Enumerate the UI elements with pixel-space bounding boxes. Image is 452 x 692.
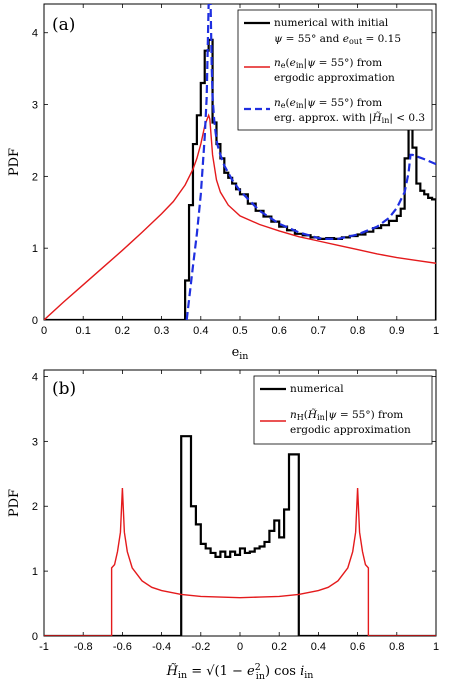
x-axis-label-b: H̃in = √(1 − e2 in) cos iin xyxy=(166,662,314,682)
series-a-2 xyxy=(185,4,436,320)
panel-label-a: (a) xyxy=(52,15,75,35)
legend-entry-ergodic-b-line2: ergodic approximation xyxy=(290,424,411,436)
x-tick-label-b-2: -0.6 xyxy=(113,641,132,653)
x-tick-label-b-0: -1 xyxy=(39,641,49,653)
x-tick-label-a-2: 0.2 xyxy=(115,325,130,337)
x-tick-label-b-3: -0.4 xyxy=(152,641,171,653)
x-tick-label-b-7: 0.4 xyxy=(311,641,326,653)
legend-entry-numerical-line2: ψ = 55° and eout = 0.15 xyxy=(274,33,401,46)
legend-box-a xyxy=(237,9,433,131)
legend-entry-ergodic-line1: ne(ein|ψ = 55°) from xyxy=(274,57,382,70)
y-tick-label-a-1: 1 xyxy=(32,243,38,255)
y-tick-label-a-2: 2 xyxy=(32,171,38,183)
series-a-1 xyxy=(44,113,436,320)
legend-b: numerical nH(H̃in|ψ = 55°) from ergodic … xyxy=(253,375,433,445)
panel-b: -1 -0.8 -0.6 -0.4 -0.2 0 0.2 0.4 0.6 0.8 1 0 1 2 3 4 (b… xyxy=(7,369,439,682)
panel-label-b: (b) xyxy=(52,379,76,399)
y-tick-label-a-0: 0 xyxy=(32,315,38,327)
x-tick-label-a-7: 0.7 xyxy=(311,325,326,337)
x-tick-label-a-6: 0.6 xyxy=(272,325,287,337)
legend-a: numerical with initial ψ = 55° and eout … xyxy=(237,9,433,131)
y-tick-label-b-2: 2 xyxy=(32,501,38,513)
series-b-0 xyxy=(44,435,436,636)
legend-entry-numerical-b: numerical xyxy=(290,383,344,395)
x-tick-label-b-4: -0.2 xyxy=(191,641,210,653)
y-axis-label-b: PDF xyxy=(7,489,22,517)
legend-entry-numerical-line1: numerical with initial xyxy=(274,17,389,29)
x-tick-label-b-5: 0 xyxy=(237,641,243,653)
x-tick-label-a-1: 0.1 xyxy=(76,325,91,337)
y-axis-label-a: PDF xyxy=(7,148,22,176)
x-tick-label-a-8: 0.8 xyxy=(350,325,365,337)
y-tick-label-a-4: 4 xyxy=(32,28,38,40)
x-tick-label-b-9: 0.8 xyxy=(389,641,404,653)
legend-entry-ergodic-b-line1: nH(H̃in|ψ = 55°) from xyxy=(290,408,403,422)
x-tick-label-b-1: -0.8 xyxy=(74,641,93,653)
panel-a: 0 0.1 0.2 0.3 0.4 0.5 0.6 0.7 0.8 0.9 1 0 1 2 3 4 (a) P… xyxy=(7,3,439,362)
x-tick-label-b-10: 1 xyxy=(433,641,439,653)
x-tick-label-a-9: 0.9 xyxy=(389,325,404,337)
series-b-1 xyxy=(44,488,436,636)
x-tick-label-b-6: 0.2 xyxy=(272,641,287,653)
legend-entry-restricted-line2: erg. approx. with |H̃in| < 0.3 xyxy=(274,111,425,125)
legend-entry-ergodic-line2: ergodic approximation xyxy=(274,72,395,84)
legend-entry-restricted-line1: ne(ein|ψ = 55°) from xyxy=(274,97,382,110)
x-tick-label-a-10: 1 xyxy=(433,325,439,337)
y-tick-label-b-1: 1 xyxy=(32,566,38,578)
y-tick-label-b-0: 0 xyxy=(32,631,38,643)
x-tick-label-a-0: 0 xyxy=(41,325,47,337)
y-tick-label-a-3: 3 xyxy=(32,100,38,112)
x-tick-label-a-5: 0.5 xyxy=(232,325,247,337)
x-tick-label-a-3: 0.3 xyxy=(154,325,169,337)
y-tick-label-b-3: 3 xyxy=(32,436,38,448)
y-tick-label-b-4: 4 xyxy=(32,371,38,383)
legend-box-b xyxy=(253,375,433,445)
x-tick-label-b-8: 0.6 xyxy=(350,641,365,653)
x-tick-label-a-4: 0.4 xyxy=(193,325,208,337)
x-axis-label-a: ein xyxy=(232,345,249,362)
